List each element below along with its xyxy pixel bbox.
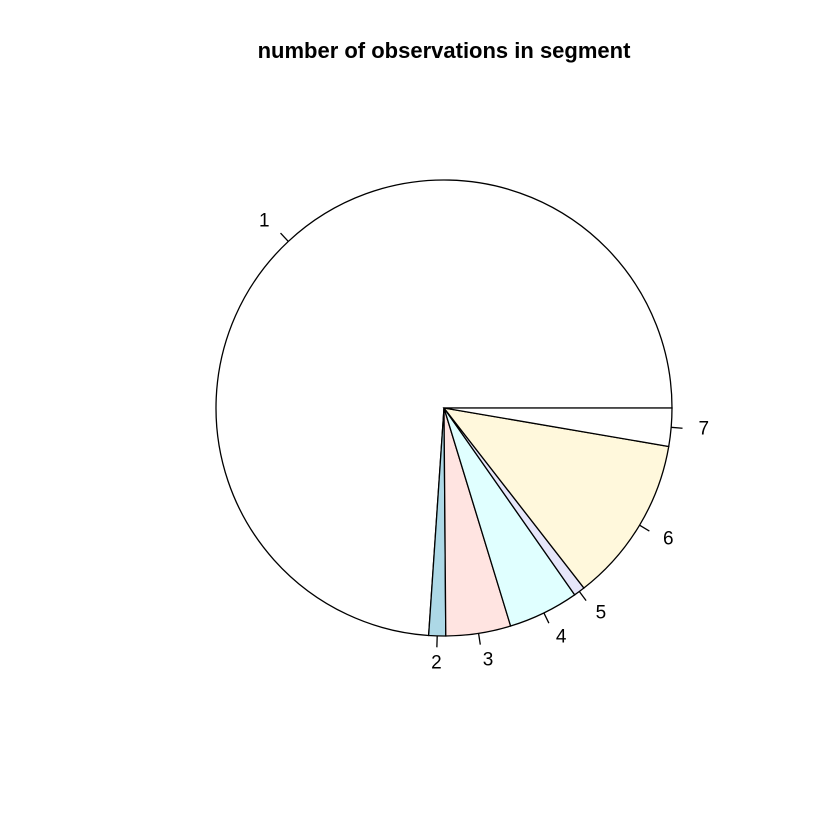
pie-slices xyxy=(215,179,673,637)
pie-tick-3 xyxy=(477,633,481,645)
pie-tick-6 xyxy=(639,524,650,532)
pie-labels: 1 2 3 4 5 6 7 xyxy=(259,210,709,673)
pie-slice-7 xyxy=(443,407,673,448)
pie-label-3: 3 xyxy=(483,649,494,670)
pie-label-6: 6 xyxy=(663,528,674,549)
pie-label-7: 7 xyxy=(698,419,709,440)
pie-tick-1 xyxy=(280,232,289,242)
pie-label-1: 1 xyxy=(259,210,270,231)
pie-label-4: 4 xyxy=(556,627,567,648)
pie-tick-4 xyxy=(543,612,550,624)
pie-tick-7 xyxy=(671,426,683,429)
pie-label-2: 2 xyxy=(431,652,442,673)
pie-label-5: 5 xyxy=(596,603,607,624)
chart-title: number of observations in segment xyxy=(258,38,632,63)
pie-tick-5 xyxy=(578,591,587,602)
pie-slice-6 xyxy=(442,407,670,589)
